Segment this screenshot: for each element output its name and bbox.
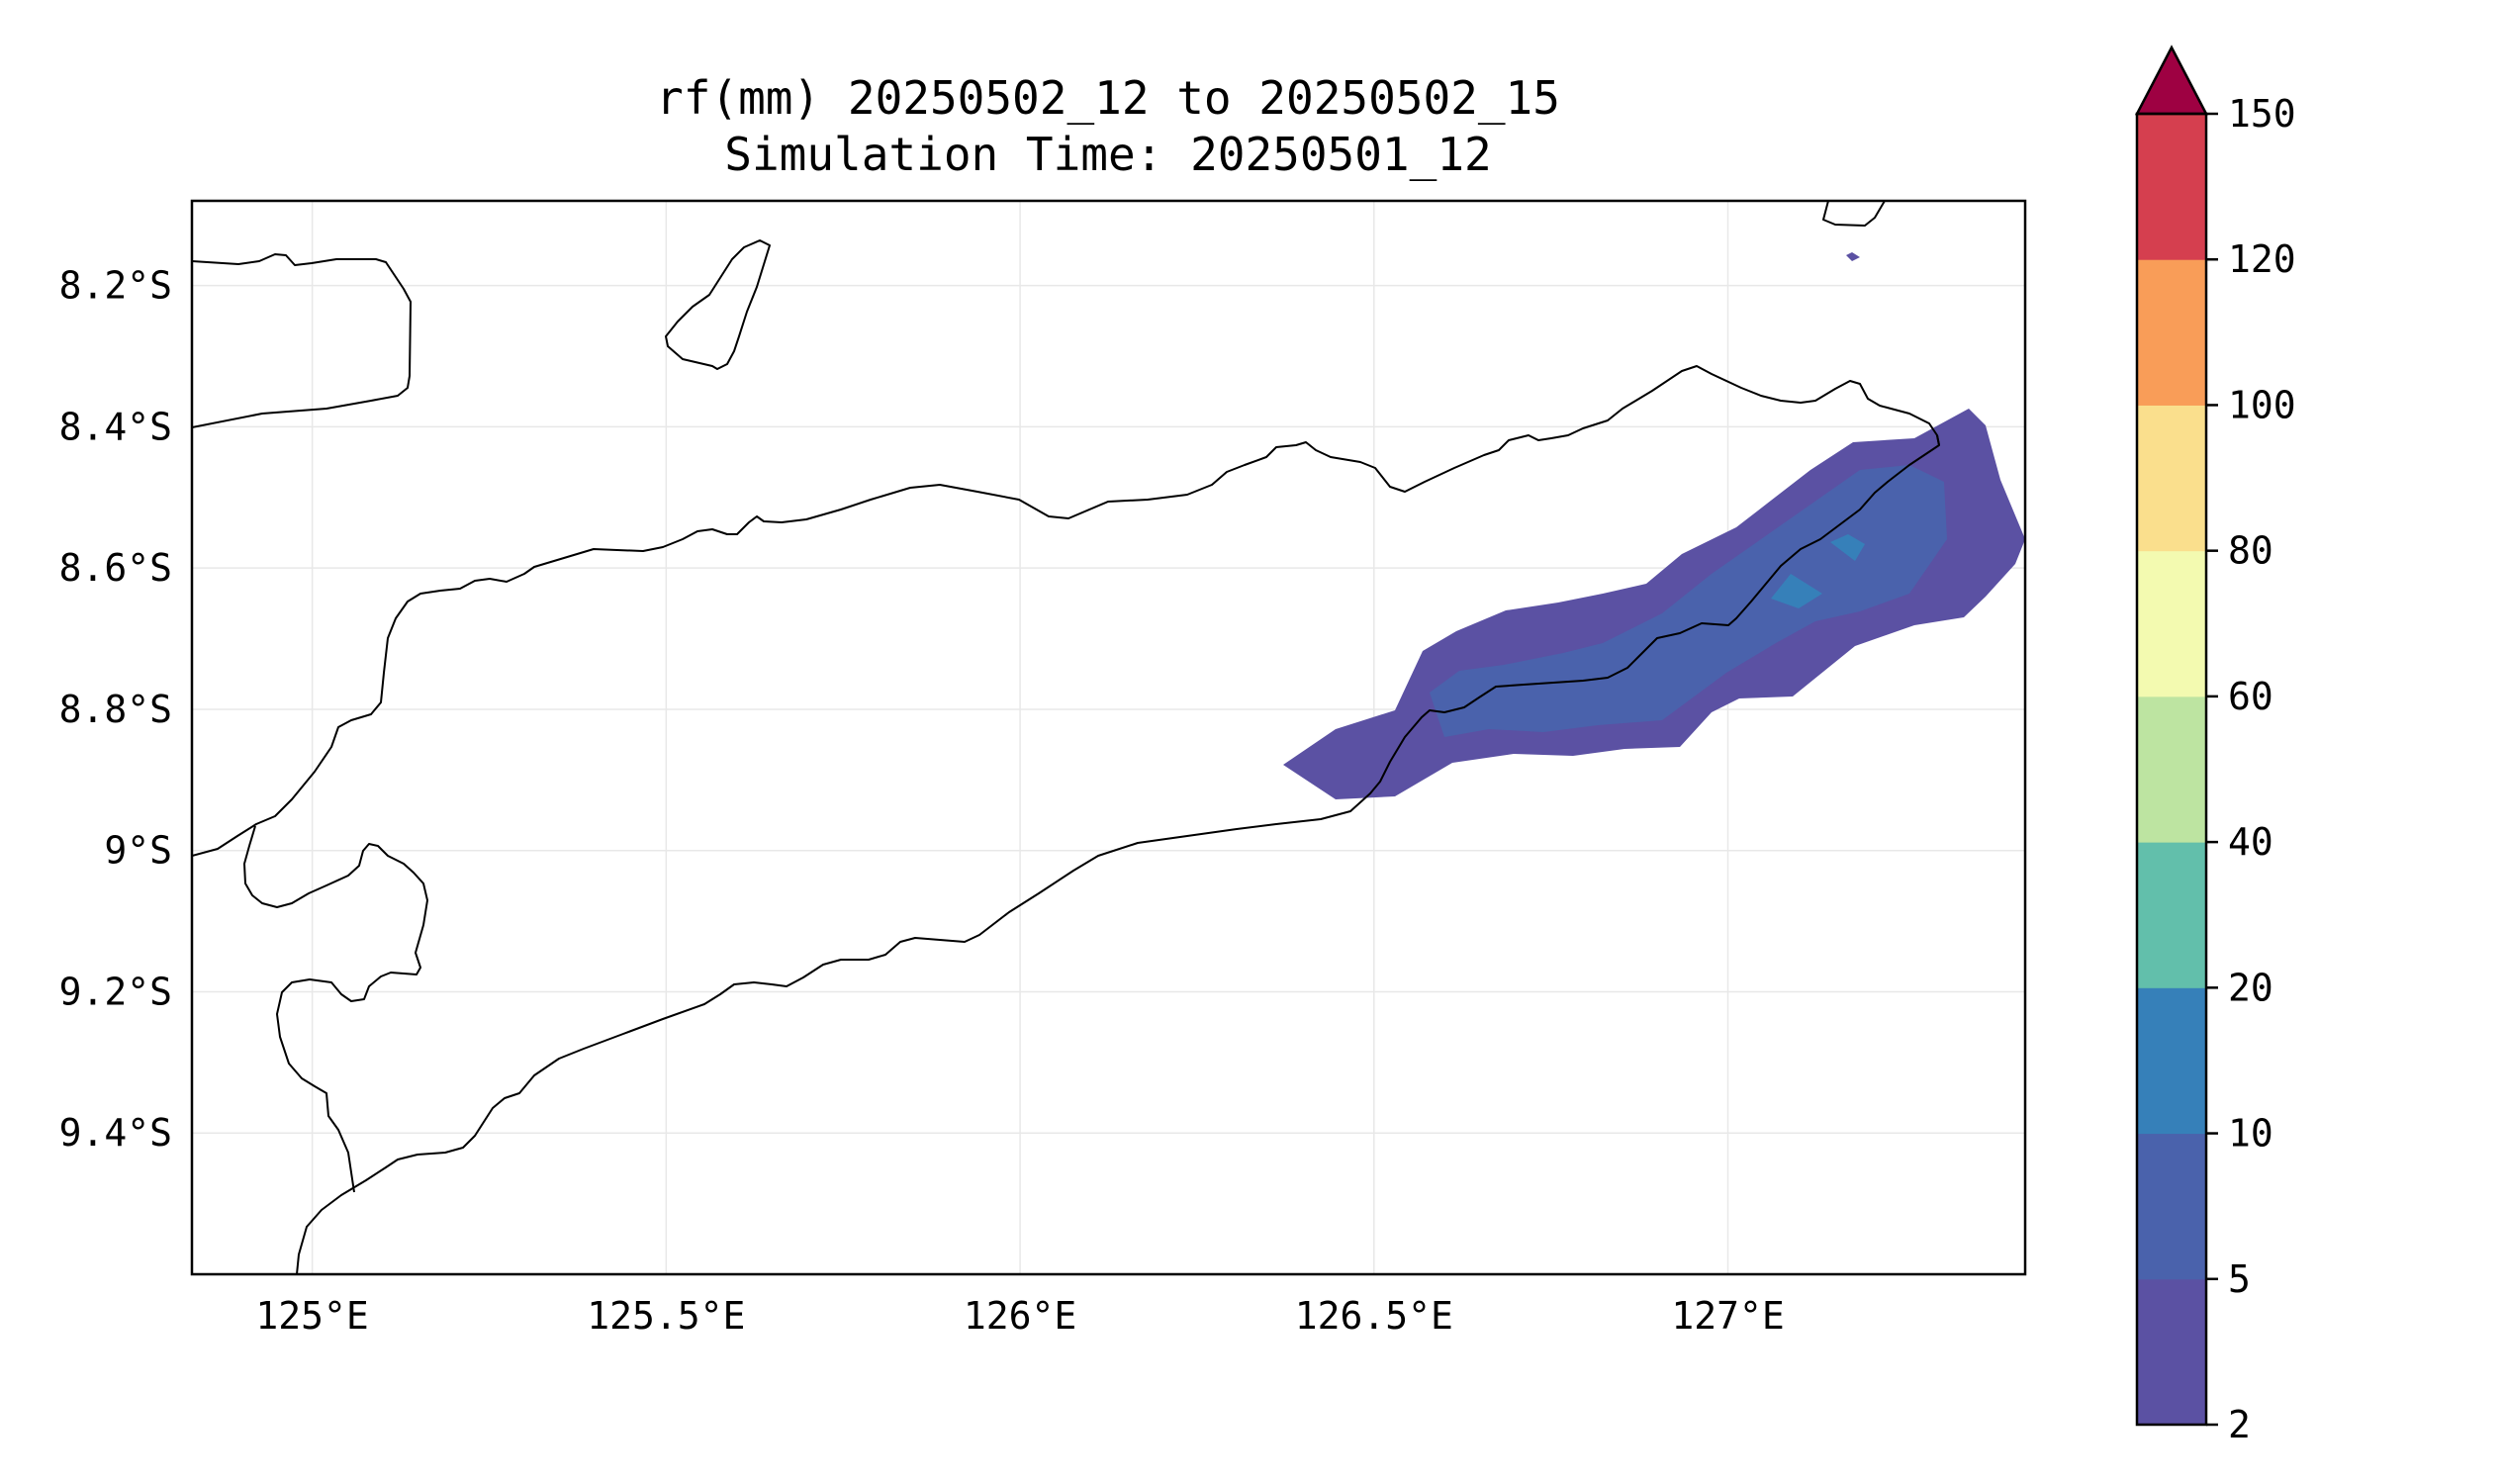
figure-title-line-1: rf(mm) 20250502_12 to 20250502_15: [656, 71, 1560, 125]
colorbar-tick-label: 10: [2228, 1112, 2273, 1156]
x-tick-label: 127°E: [1671, 1294, 1784, 1338]
colorbar-tick-label: 60: [2228, 675, 2273, 718]
colorbar-frame: [2135, 112, 2208, 1427]
y-tick-label: 8.6°S: [59, 546, 172, 590]
coastline-timor-main: [192, 365, 1940, 1274]
y-tick-label: 9.2°S: [59, 970, 172, 1013]
x-tick-label: 126.5°E: [1295, 1294, 1453, 1338]
coastline-atauro-island: [665, 239, 771, 370]
rain-area-10-20mm: [1771, 574, 1822, 608]
coastline-timor-north: [192, 253, 412, 428]
colorbar-ticks: 2 5 10 20 40 60 80 100 120 150: [2206, 92, 2296, 1446]
colorbar-segment: [2137, 987, 2206, 1135]
y-tick-label: 9.4°S: [59, 1111, 172, 1155]
colorbar-tick-label: 5: [2228, 1257, 2251, 1301]
coastline-wetar-island: [1822, 201, 1886, 227]
colorbar-tick-label: 20: [2228, 966, 2273, 1009]
colorbar-extend-triangle: [2134, 45, 2209, 116]
colorbar-segment: [2137, 259, 2206, 406]
colorbar: 2 5 10 20 40 60 80 100 120 150: [2134, 45, 2296, 1446]
y-tick-label: 8.4°S: [59, 405, 172, 448]
colorbar-segment: [2137, 842, 2206, 988]
colorbar-tick-label: 150: [2228, 92, 2296, 136]
colorbar-segment: [2137, 405, 2206, 552]
x-tick-label: 125.5°E: [587, 1294, 745, 1338]
colorbar-tick-label: 100: [2228, 383, 2296, 426]
colorbar-segment: [2137, 696, 2206, 843]
colorbar-segment: [2137, 114, 2206, 260]
y-tick-label: 8.2°S: [59, 264, 172, 308]
colorbar-segments: [2137, 114, 2206, 1426]
rain-area-10-20mm-small: [1830, 534, 1865, 561]
rainfall-contours: [1283, 252, 2025, 799]
colorbar-segment: [2137, 1278, 2206, 1426]
colorbar-tick-label: 40: [2228, 820, 2273, 864]
x-axis-ticks: 125°E 125.5°E 126°E 126.5°E 127°E: [255, 1294, 1784, 1338]
rain-area-speck: [1846, 252, 1860, 261]
map-panel: 125°E 125.5°E 126°E 126.5°E 127°E 8.2°S 8.4°S…: [59, 199, 2027, 1338]
coastline-oecusse-border: [243, 825, 428, 1193]
coastline-timor-east-border: [1936, 434, 1940, 446]
y-tick-label: 9°S: [104, 829, 172, 873]
x-tick-label: 125°E: [255, 1294, 368, 1338]
colorbar-tick-label: 2: [2228, 1403, 2251, 1446]
colorbar-tick-label: 80: [2228, 529, 2273, 573]
y-axis-ticks: 8.2°S 8.4°S 8.6°S 8.8°S 9°S 9.2°S 9.4°S: [59, 264, 172, 1156]
map-gridlines: [192, 201, 2025, 1274]
map-background: [192, 201, 2025, 1274]
rain-area-5-10mm: [1430, 465, 1947, 737]
figure-title-line-2: Simulation Time: 20250501_12: [724, 128, 1491, 181]
y-tick-label: 8.8°S: [59, 688, 172, 731]
x-tick-label: 126°E: [964, 1294, 1076, 1338]
colorbar-segment: [2137, 550, 2206, 697]
colorbar-tick-label: 120: [2228, 237, 2296, 281]
colorbar-segment: [2137, 1133, 2206, 1280]
coastlines: [192, 201, 1940, 1274]
map-frame: [190, 199, 2027, 1276]
